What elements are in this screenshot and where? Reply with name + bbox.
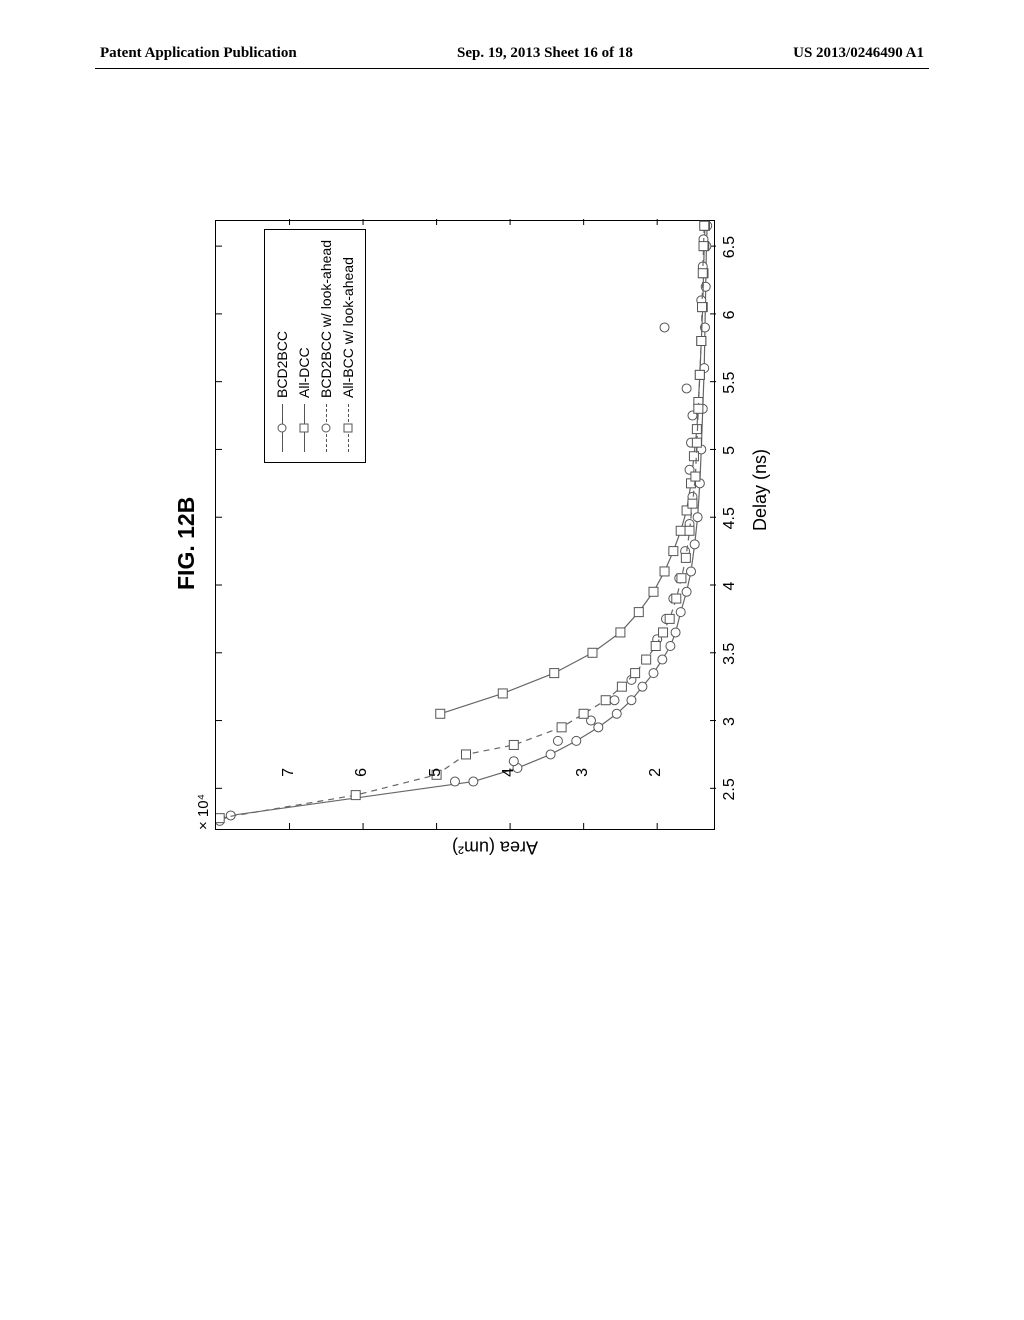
header-left: Patent Application Publication (100, 45, 297, 62)
square-marker-icon (344, 423, 353, 432)
legend-label: BCD2BCC w/ look-ahead (318, 240, 334, 398)
rotated-chart-container: FIG. 12B × 10⁴ BCD2BCC All-DCC BCD2BCC w/ … (175, 150, 815, 910)
x-tick-label: 2.5 (721, 778, 739, 800)
x-tick-label: 4.5 (721, 507, 739, 529)
figure-title: FIG. 12B (173, 497, 200, 590)
y-tick-label: 5 (427, 768, 445, 808)
legend-label: All-DCC (296, 347, 312, 398)
header-right: US 2013/0246490 A1 (793, 45, 924, 62)
y-tick-label: 4 (500, 768, 518, 808)
figure-12b: FIG. 12B × 10⁴ BCD2BCCAll-DCCBCD2BCC w/ … (175, 270, 815, 1030)
legend-row: BCD2BCC (271, 240, 293, 452)
y-tick-label: 6 (353, 768, 371, 808)
square-marker-icon (300, 423, 309, 432)
legend-row: BCD2BCC w/ look-ahead (315, 240, 337, 452)
x-tick-label: 5 (721, 446, 739, 455)
legend-label: All-BCC w/ look-ahead (340, 257, 356, 398)
plot-area: BCD2BCC All-DCC BCD2BCC w/ look-ahead All-B… (215, 220, 715, 830)
patent-header: Patent Application Publication Sep. 19, … (0, 45, 1024, 62)
x-tick-label: 6.5 (721, 236, 739, 258)
y-tick-label: 2 (647, 768, 665, 808)
circle-marker-icon (322, 423, 331, 432)
y-tick-label: 3 (574, 768, 592, 808)
legend-sample (317, 404, 335, 452)
y-tick-label: 7 (280, 768, 298, 808)
legend-row: All-DCC (293, 240, 315, 452)
x-tick-label: 3.5 (721, 643, 739, 665)
x-tick-label: 6 (721, 310, 739, 319)
header-center: Sep. 19, 2013 Sheet 16 of 18 (457, 45, 633, 62)
x-tick-label: 5.5 (721, 372, 739, 394)
y-axis-label: Area (um²) (452, 836, 538, 857)
legend: BCD2BCC All-DCC BCD2BCC w/ look-ahead All-B… (264, 229, 366, 463)
circle-marker-icon (278, 423, 287, 432)
legend-sample (295, 404, 313, 452)
x-tick-label: 3 (721, 717, 739, 726)
legend-sample (339, 404, 357, 452)
y-scale-exponent: × 10⁴ (195, 794, 212, 830)
legend-sample (273, 404, 291, 452)
header-divider (95, 68, 929, 69)
legend-row: All-BCC w/ look-ahead (337, 240, 359, 452)
legend-label: BCD2BCC (274, 331, 290, 398)
x-tick-label: 4 (721, 582, 739, 591)
x-axis-label: Delay (ns) (750, 449, 771, 531)
